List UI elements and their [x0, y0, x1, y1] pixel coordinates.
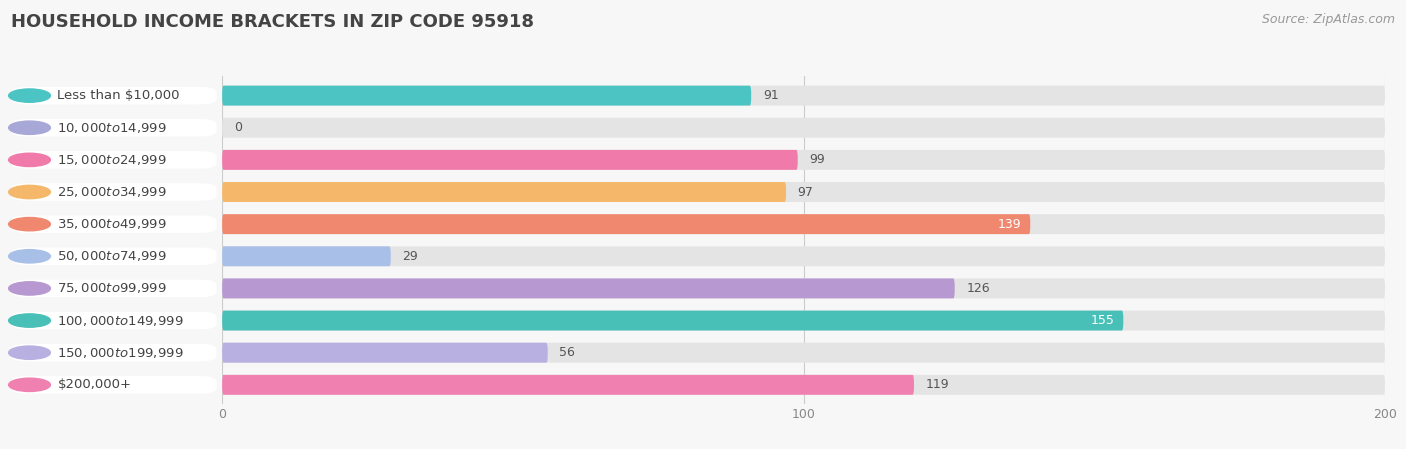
- Text: 155: 155: [1091, 314, 1115, 327]
- Text: 139: 139: [998, 218, 1022, 231]
- FancyBboxPatch shape: [222, 375, 1385, 395]
- FancyBboxPatch shape: [222, 278, 1385, 299]
- FancyBboxPatch shape: [222, 311, 1385, 330]
- Text: $100,000 to $149,999: $100,000 to $149,999: [58, 313, 184, 328]
- Text: HOUSEHOLD INCOME BRACKETS IN ZIP CODE 95918: HOUSEHOLD INCOME BRACKETS IN ZIP CODE 95…: [11, 13, 534, 31]
- FancyBboxPatch shape: [222, 150, 797, 170]
- Text: $50,000 to $74,999: $50,000 to $74,999: [58, 249, 167, 263]
- Text: 56: 56: [560, 346, 575, 359]
- FancyBboxPatch shape: [222, 214, 1385, 234]
- Text: 97: 97: [797, 185, 814, 198]
- Text: 99: 99: [810, 154, 825, 167]
- FancyBboxPatch shape: [222, 86, 1385, 106]
- Text: $10,000 to $14,999: $10,000 to $14,999: [58, 121, 167, 135]
- FancyBboxPatch shape: [222, 247, 391, 266]
- Text: 126: 126: [966, 282, 990, 295]
- Text: $35,000 to $49,999: $35,000 to $49,999: [58, 217, 167, 231]
- FancyBboxPatch shape: [222, 150, 1385, 170]
- Text: $75,000 to $99,999: $75,000 to $99,999: [58, 282, 167, 295]
- Text: Source: ZipAtlas.com: Source: ZipAtlas.com: [1261, 13, 1395, 26]
- FancyBboxPatch shape: [222, 375, 914, 395]
- Text: 0: 0: [233, 121, 242, 134]
- Text: $15,000 to $24,999: $15,000 to $24,999: [58, 153, 167, 167]
- Text: 119: 119: [925, 379, 949, 392]
- FancyBboxPatch shape: [222, 182, 1385, 202]
- FancyBboxPatch shape: [222, 343, 548, 363]
- Text: 29: 29: [402, 250, 418, 263]
- FancyBboxPatch shape: [222, 278, 955, 299]
- Text: $25,000 to $34,999: $25,000 to $34,999: [58, 185, 167, 199]
- FancyBboxPatch shape: [222, 86, 751, 106]
- FancyBboxPatch shape: [222, 343, 1385, 363]
- FancyBboxPatch shape: [222, 182, 786, 202]
- Text: 91: 91: [763, 89, 779, 102]
- Text: $200,000+: $200,000+: [58, 379, 131, 392]
- FancyBboxPatch shape: [222, 311, 1123, 330]
- FancyBboxPatch shape: [222, 214, 1031, 234]
- FancyBboxPatch shape: [222, 247, 1385, 266]
- Text: $150,000 to $199,999: $150,000 to $199,999: [58, 346, 184, 360]
- Text: Less than $10,000: Less than $10,000: [58, 89, 180, 102]
- FancyBboxPatch shape: [222, 118, 1385, 138]
